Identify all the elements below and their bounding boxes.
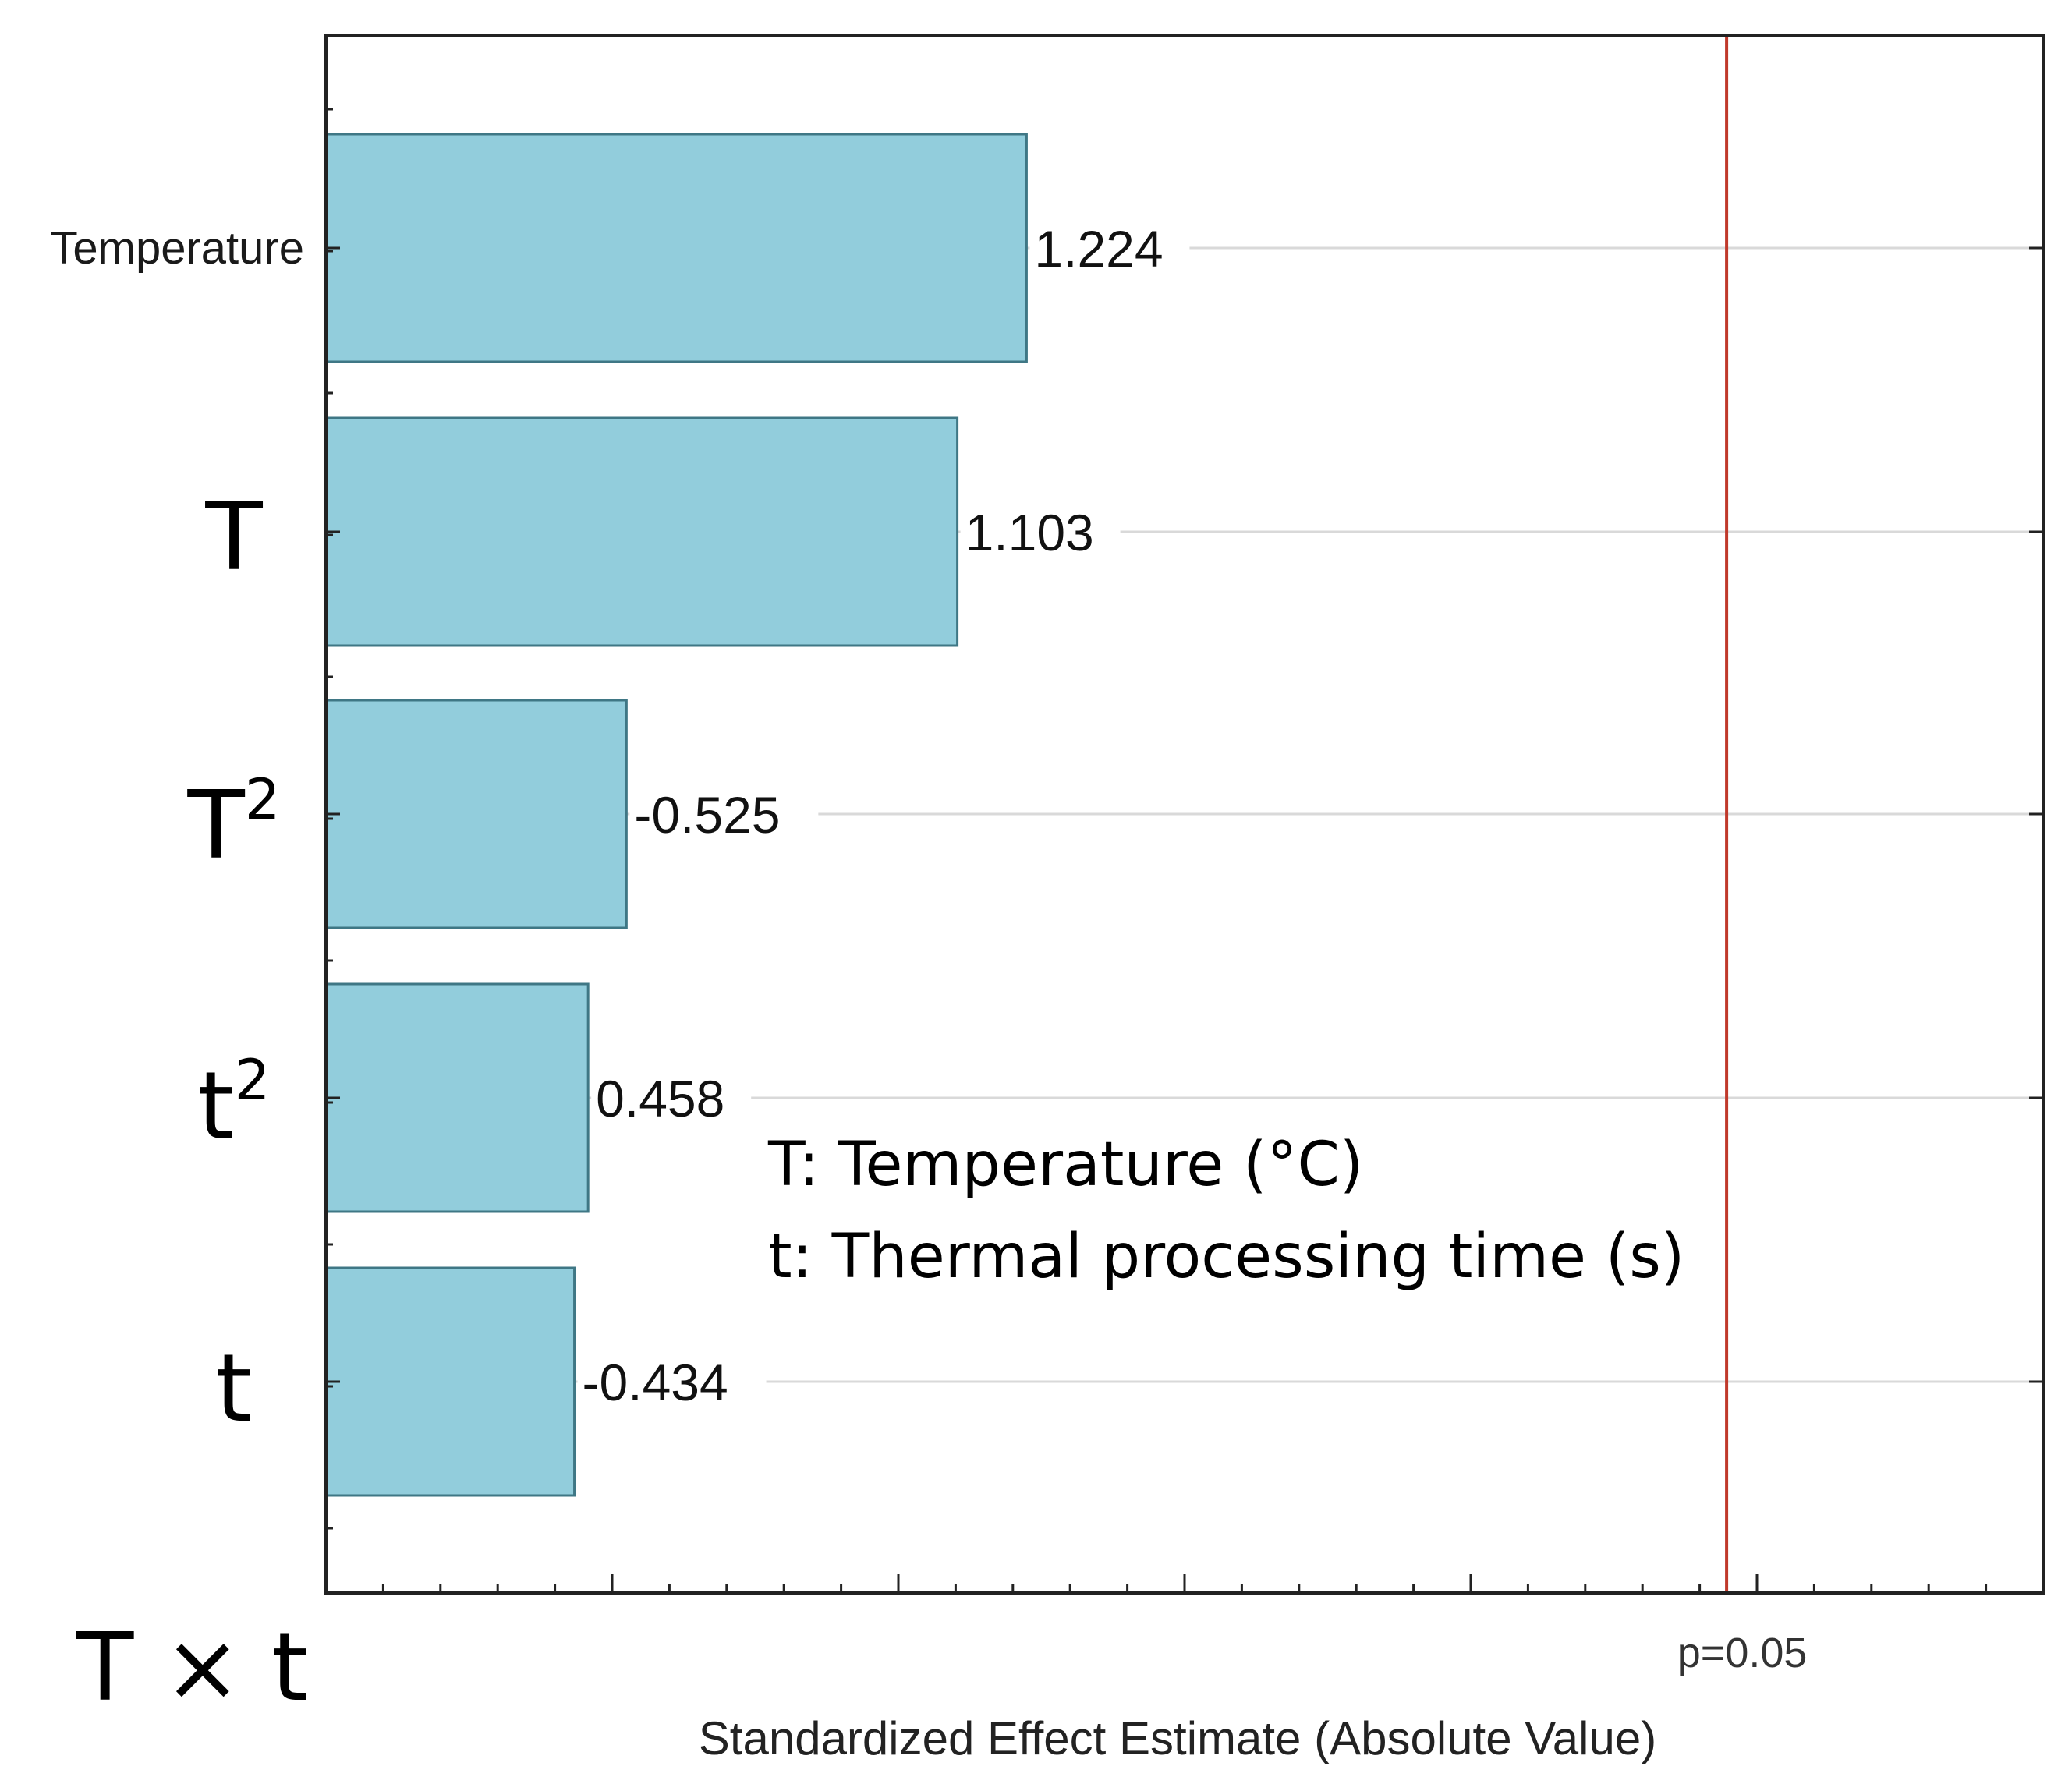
bar-label-bg-1 [960,499,1121,565]
category-label-3: t2 [198,1047,271,1161]
category-label-4: t [215,1335,252,1443]
category-label-base-4: t [215,1335,252,1443]
labels: 1.224 1.103 -0.525 0.458 -0.434 p=0.05 Tempera… [50,220,1807,1722]
bar-label-bg-3 [591,1065,752,1131]
category-label-sup-2: 2 [245,766,281,832]
bar-label-bg-4 [577,1349,767,1414]
category-label-1: T [204,483,263,592]
legend-annotation: T: Temperature (°C) t: Thermal processin… [767,1130,1684,1292]
bar-value-label-3: 0.458 [596,1070,724,1127]
bar-0 [324,133,1028,363]
bar-value-label-1: 1.103 [965,504,1094,561]
category-label-2: T2 [186,766,280,880]
bar-value-label-2: -0.525 [634,786,780,844]
plot-frame [324,34,2045,1595]
bar-value-label-4: -0.434 [583,1354,728,1411]
category-label-base-3: t [198,1053,235,1161]
category-label-base-2: T [186,772,245,880]
category-label-0: Temperature [50,223,304,274]
bar-3 [324,982,590,1213]
bar-value-label-0: 1.224 [1034,220,1163,278]
category-label-5: T × t [76,1614,308,1722]
bar-label-bg-0 [1029,215,1190,281]
bar-4 [324,1266,576,1497]
reference-line-label: p=0.05 [1677,1630,1808,1676]
bar-2 [324,699,628,929]
bar-label-bg-2 [629,781,819,847]
category-label-sup-3: 2 [235,1047,271,1113]
legend-line-temperature: T: Temperature (°C) [767,1130,1363,1200]
legend-line-time: t: Thermal processing time (s) [768,1222,1684,1292]
bar-1 [324,416,959,647]
x-axis-title: Standardized Effect Estimate (Absolute V… [699,1712,1656,1764]
category-label-base-1: T [204,483,263,592]
